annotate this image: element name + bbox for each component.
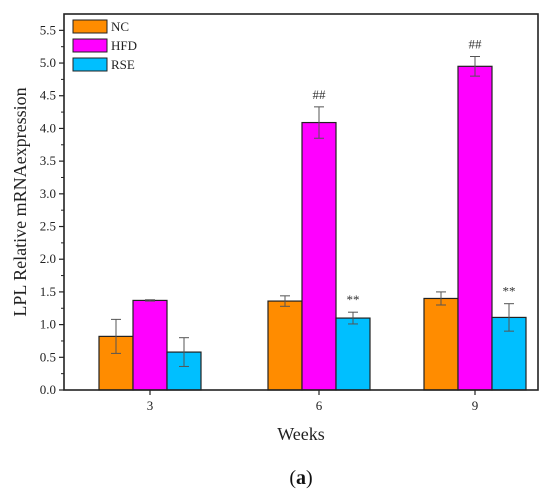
bar-nc-week-9 [423, 297, 459, 391]
y-tick-label: 5.0 [40, 55, 56, 70]
error-bar [314, 106, 324, 139]
legend-label-hfd: HFD [111, 38, 137, 53]
y-tick-label: 4.0 [40, 120, 56, 135]
x-tick-label: 3 [147, 398, 154, 413]
error-bar [470, 56, 480, 77]
y-axis-title: LPL Relative mRNAexpression [10, 87, 30, 316]
bar-hfd-week-3 [132, 299, 168, 391]
caption-paren-close: ) [306, 467, 313, 489]
y-axis: 0.0 0.5 1.0 1.5 2.0 2.5 3.0 3.5 4.0 4.5 5.0 5.5 [40, 22, 64, 397]
y-tick-label: 4.5 [40, 88, 56, 103]
error-bar [436, 291, 446, 306]
y-tick-label: 0.5 [40, 349, 56, 364]
legend-swatch-rse [72, 57, 108, 72]
error-bar [280, 295, 290, 307]
y-tick-label: 5.5 [40, 22, 56, 37]
x-tick-label: 6 [316, 398, 323, 413]
significance-mark: ** [503, 284, 516, 299]
legend-label-nc: NC [111, 19, 129, 34]
x-axis-title: Weeks [277, 424, 325, 444]
y-tick-label: 0.0 [40, 382, 56, 397]
bar-rse-week-6 [335, 317, 371, 391]
bar-nc-week-6 [267, 300, 303, 391]
y-tick-label: 1.0 [40, 317, 56, 332]
y-tick-label: 3.5 [40, 153, 56, 168]
significance-mark: ## [469, 37, 483, 52]
y-tick-label: 3.0 [40, 186, 56, 201]
error-bars-layer [111, 56, 514, 367]
figure-caption: (a) [289, 467, 312, 489]
caption-letter: a [296, 467, 306, 489]
bar-hfd-week-6 [301, 121, 337, 391]
bar-hfd-week-9 [457, 65, 493, 391]
x-axis: 3 6 9 [147, 390, 479, 413]
significance-annotations: ## ## ** ** [313, 37, 516, 308]
caption-paren-open: ( [289, 467, 296, 489]
significance-mark: ** [347, 292, 360, 307]
legend-label-rse: RSE [111, 57, 135, 72]
legend-swatch-nc [72, 19, 108, 34]
significance-mark: ## [313, 87, 327, 102]
y-tick-label: 2.5 [40, 219, 56, 234]
error-bar [179, 337, 189, 367]
error-bar [504, 303, 514, 332]
x-tick-label: 9 [472, 398, 479, 413]
error-bar [348, 311, 358, 325]
plot-frame [63, 13, 539, 391]
error-bar [145, 299, 155, 302]
error-bar [111, 318, 121, 354]
legend: NC HFD RSE [72, 19, 137, 72]
y-tick-label: 2.0 [40, 251, 56, 266]
legend-swatch-hfd [72, 38, 108, 53]
y-tick-label: 1.5 [40, 284, 56, 299]
bars-layer [98, 65, 527, 391]
